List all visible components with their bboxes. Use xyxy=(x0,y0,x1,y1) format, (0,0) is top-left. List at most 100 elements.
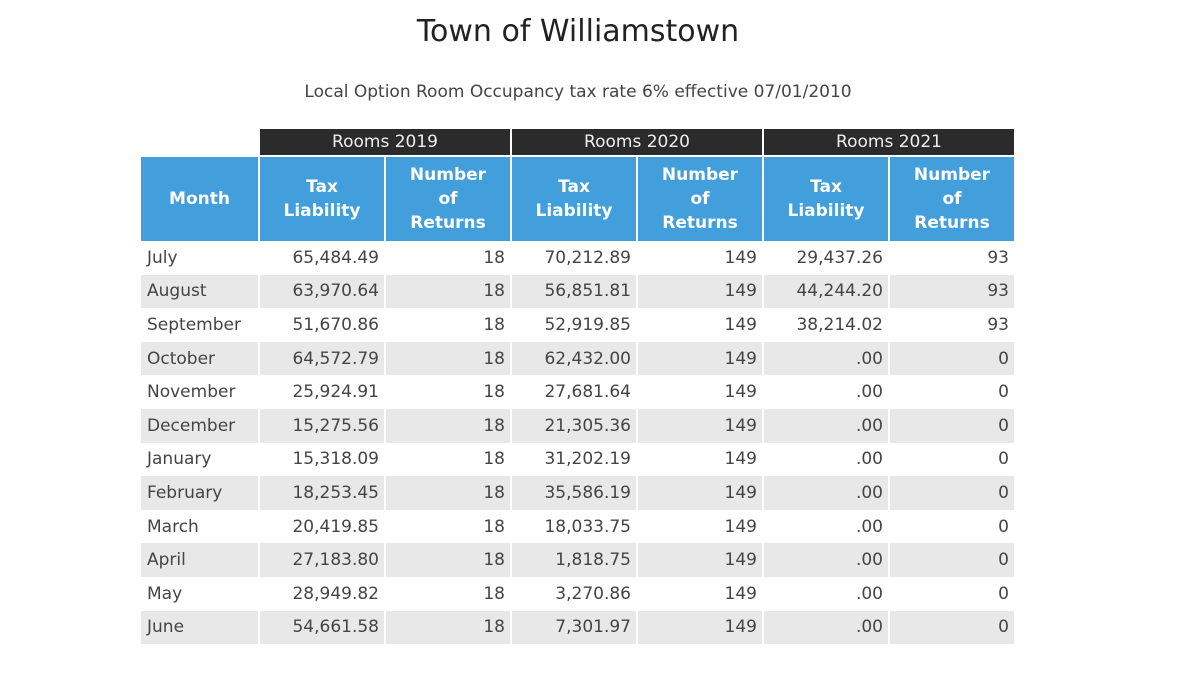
returns-2021-cell: 0 xyxy=(998,516,1009,537)
tax-liability-2020-cell: 56,851.81 xyxy=(512,274,636,309)
returns-2021-cell: 0 xyxy=(890,543,1014,577)
month-cell: January xyxy=(147,449,212,470)
returns-2021-cell: 93 xyxy=(890,274,1014,309)
returns-2020-cell: 149 xyxy=(724,314,757,335)
returns-2019-cell: 18 xyxy=(386,274,510,309)
month-cell: October xyxy=(141,341,258,376)
blank-header xyxy=(141,129,258,155)
table-row: March 20,419.85 18 18,033.75 149 .00 0 xyxy=(141,510,1014,544)
tax-liability-2021-cell: .00 xyxy=(855,516,883,537)
returns-2019-cell: 18 xyxy=(483,314,505,335)
returns-2019-cell: 18 xyxy=(386,610,510,645)
month-cell: February xyxy=(141,476,258,510)
tax-liability-2020-cell: 31,202.19 xyxy=(544,449,631,470)
returns-2020-cell: 149 xyxy=(638,341,762,376)
returns-2020-cell: 149 xyxy=(638,543,762,577)
returns-2019-cell: 18 xyxy=(483,449,505,470)
table-row: May 28,949.82 18 3,270.86 149 .00 0 xyxy=(141,577,1014,611)
table-row: October 64,572.79 18 62,432.00 149.00 0 xyxy=(141,341,1014,376)
returns-2019-cell: 18 xyxy=(483,583,505,604)
tax-liability-2021-cell: .00 xyxy=(764,610,888,645)
returns-2021-cell: 0 xyxy=(998,583,1009,604)
tax-liability-2019-cell: 25,924.91 xyxy=(292,382,379,403)
tax-liability-2021-cell: 44,244.20 xyxy=(764,274,888,309)
tax-liability-2019-cell: 27,183.80 xyxy=(260,543,384,577)
table-row: June 54,661.58 18 7,301.97 149.00 0 xyxy=(141,610,1014,645)
returns-2020-cell: 149 xyxy=(724,382,757,403)
number-of-returns-header: Number of Returns xyxy=(638,155,762,241)
number-of-returns-header: Number of Returns xyxy=(890,155,1014,241)
number-of-returns-header: Number of Returns xyxy=(386,155,510,241)
tax-liability-2019-cell: 64,572.79 xyxy=(260,341,384,376)
page-subtitle: Local Option Room Occupancy tax rate 6% … xyxy=(304,82,852,102)
tax-liability-2021-cell: .00 xyxy=(855,449,883,470)
tax-liability-2021-cell: .00 xyxy=(764,476,888,510)
month-cell: August xyxy=(141,274,258,309)
month-cell: March xyxy=(147,516,199,537)
tax-liability-2021-cell: 38,214.02 xyxy=(796,314,883,335)
returns-2020-cell: 149 xyxy=(724,449,757,470)
room-tax-table: Rooms 2019 Rooms 2020 Rooms 2021 Month T… xyxy=(139,129,1016,645)
tax-liability-header: Tax Liability xyxy=(512,155,636,241)
tax-liability-2020-cell: 35,586.19 xyxy=(512,476,636,510)
table-row: January 15,318.09 18 31,202.19 149 .00 0 xyxy=(141,443,1014,477)
tax-liability-2020-cell: 27,681.64 xyxy=(544,382,631,403)
returns-2020-cell: 149 xyxy=(724,516,757,537)
returns-2020-cell: 149 xyxy=(638,274,762,309)
returns-2020-cell: 149 xyxy=(638,610,762,645)
returns-2019-cell: 18 xyxy=(483,516,505,537)
tax-liability-2020-cell: 18,033.75 xyxy=(544,516,631,537)
tax-liability-2021-cell: 29,437.26 xyxy=(796,247,883,268)
tax-liability-2020-cell: 21,305.36 xyxy=(512,408,636,443)
tax-liability-2019-cell: 54,661.58 xyxy=(260,610,384,645)
tax-liability-2021-cell: .00 xyxy=(855,382,883,403)
tax-liability-2021-cell: .00 xyxy=(764,543,888,577)
returns-2021-cell: 0 xyxy=(890,341,1014,376)
month-cell: May xyxy=(147,583,183,604)
returns-2021-cell: 0 xyxy=(998,449,1009,470)
table-row: April 27,183.80 18 1,818.75 149.00 0 xyxy=(141,543,1014,577)
month-cell: December xyxy=(141,408,258,443)
returns-2021-cell: 93 xyxy=(987,314,1009,335)
returns-2019-cell: 18 xyxy=(483,247,505,268)
table-row: December 15,275.56 18 21,305.36 149.00 0 xyxy=(141,408,1014,443)
tax-liability-2020-cell: 3,270.86 xyxy=(555,583,631,604)
tax-liability-2020-cell: 70,212.89 xyxy=(544,247,631,268)
month-header: Month xyxy=(141,155,258,241)
tax-liability-header: Tax Liability xyxy=(764,155,888,241)
returns-2021-cell: 0 xyxy=(890,408,1014,443)
tax-liability-2020-cell: 7,301.97 xyxy=(512,610,636,645)
table-row: September 51,670.86 18 52,919.85 149 38,214.0… xyxy=(141,308,1014,342)
table-row: February 18,253.45 18 35,586.19 149.00 0 xyxy=(141,476,1014,510)
tax-liability-2019-cell: 51,670.86 xyxy=(292,314,379,335)
returns-2020-cell: 149 xyxy=(638,408,762,443)
month-cell: April xyxy=(141,543,258,577)
month-cell: September xyxy=(147,314,241,335)
tax-liability-2019-cell: 28,949.82 xyxy=(292,583,379,604)
returns-2021-cell: 0 xyxy=(890,610,1014,645)
tax-liability-2019-cell: 20,419.85 xyxy=(292,516,379,537)
tax-liability-2019-cell: 15,275.56 xyxy=(260,408,384,443)
tax-liability-2020-cell: 62,432.00 xyxy=(512,341,636,376)
returns-2019-cell: 18 xyxy=(386,543,510,577)
tax-liability-header: Tax Liability xyxy=(260,155,384,241)
tax-liability-2019-cell: 65,484.49 xyxy=(292,247,379,268)
returns-2019-cell: 18 xyxy=(386,341,510,376)
month-cell: November xyxy=(147,382,236,403)
tax-liability-2019-cell: 18,253.45 xyxy=(260,476,384,510)
group-header-2020: Rooms 2020 xyxy=(512,129,762,155)
tax-liability-2019-cell: 15,318.09 xyxy=(292,449,379,470)
returns-2019-cell: 18 xyxy=(386,408,510,443)
returns-2020-cell: 149 xyxy=(724,583,757,604)
group-header-2021: Rooms 2021 xyxy=(764,129,1014,155)
tax-liability-2021-cell: .00 xyxy=(764,341,888,376)
returns-2020-cell: 149 xyxy=(638,476,762,510)
group-header-2019: Rooms 2019 xyxy=(260,129,510,155)
tax-liability-2021-cell: .00 xyxy=(764,408,888,443)
month-cell: June xyxy=(141,610,258,645)
page-title: Town of Williamstown xyxy=(416,14,740,49)
table-row: August 63,970.64 18 56,851.81 149 44,244.20 93 xyxy=(141,274,1014,309)
returns-2019-cell: 18 xyxy=(483,382,505,403)
returns-2020-cell: 149 xyxy=(724,247,757,268)
returns-2021-cell: 0 xyxy=(998,382,1009,403)
